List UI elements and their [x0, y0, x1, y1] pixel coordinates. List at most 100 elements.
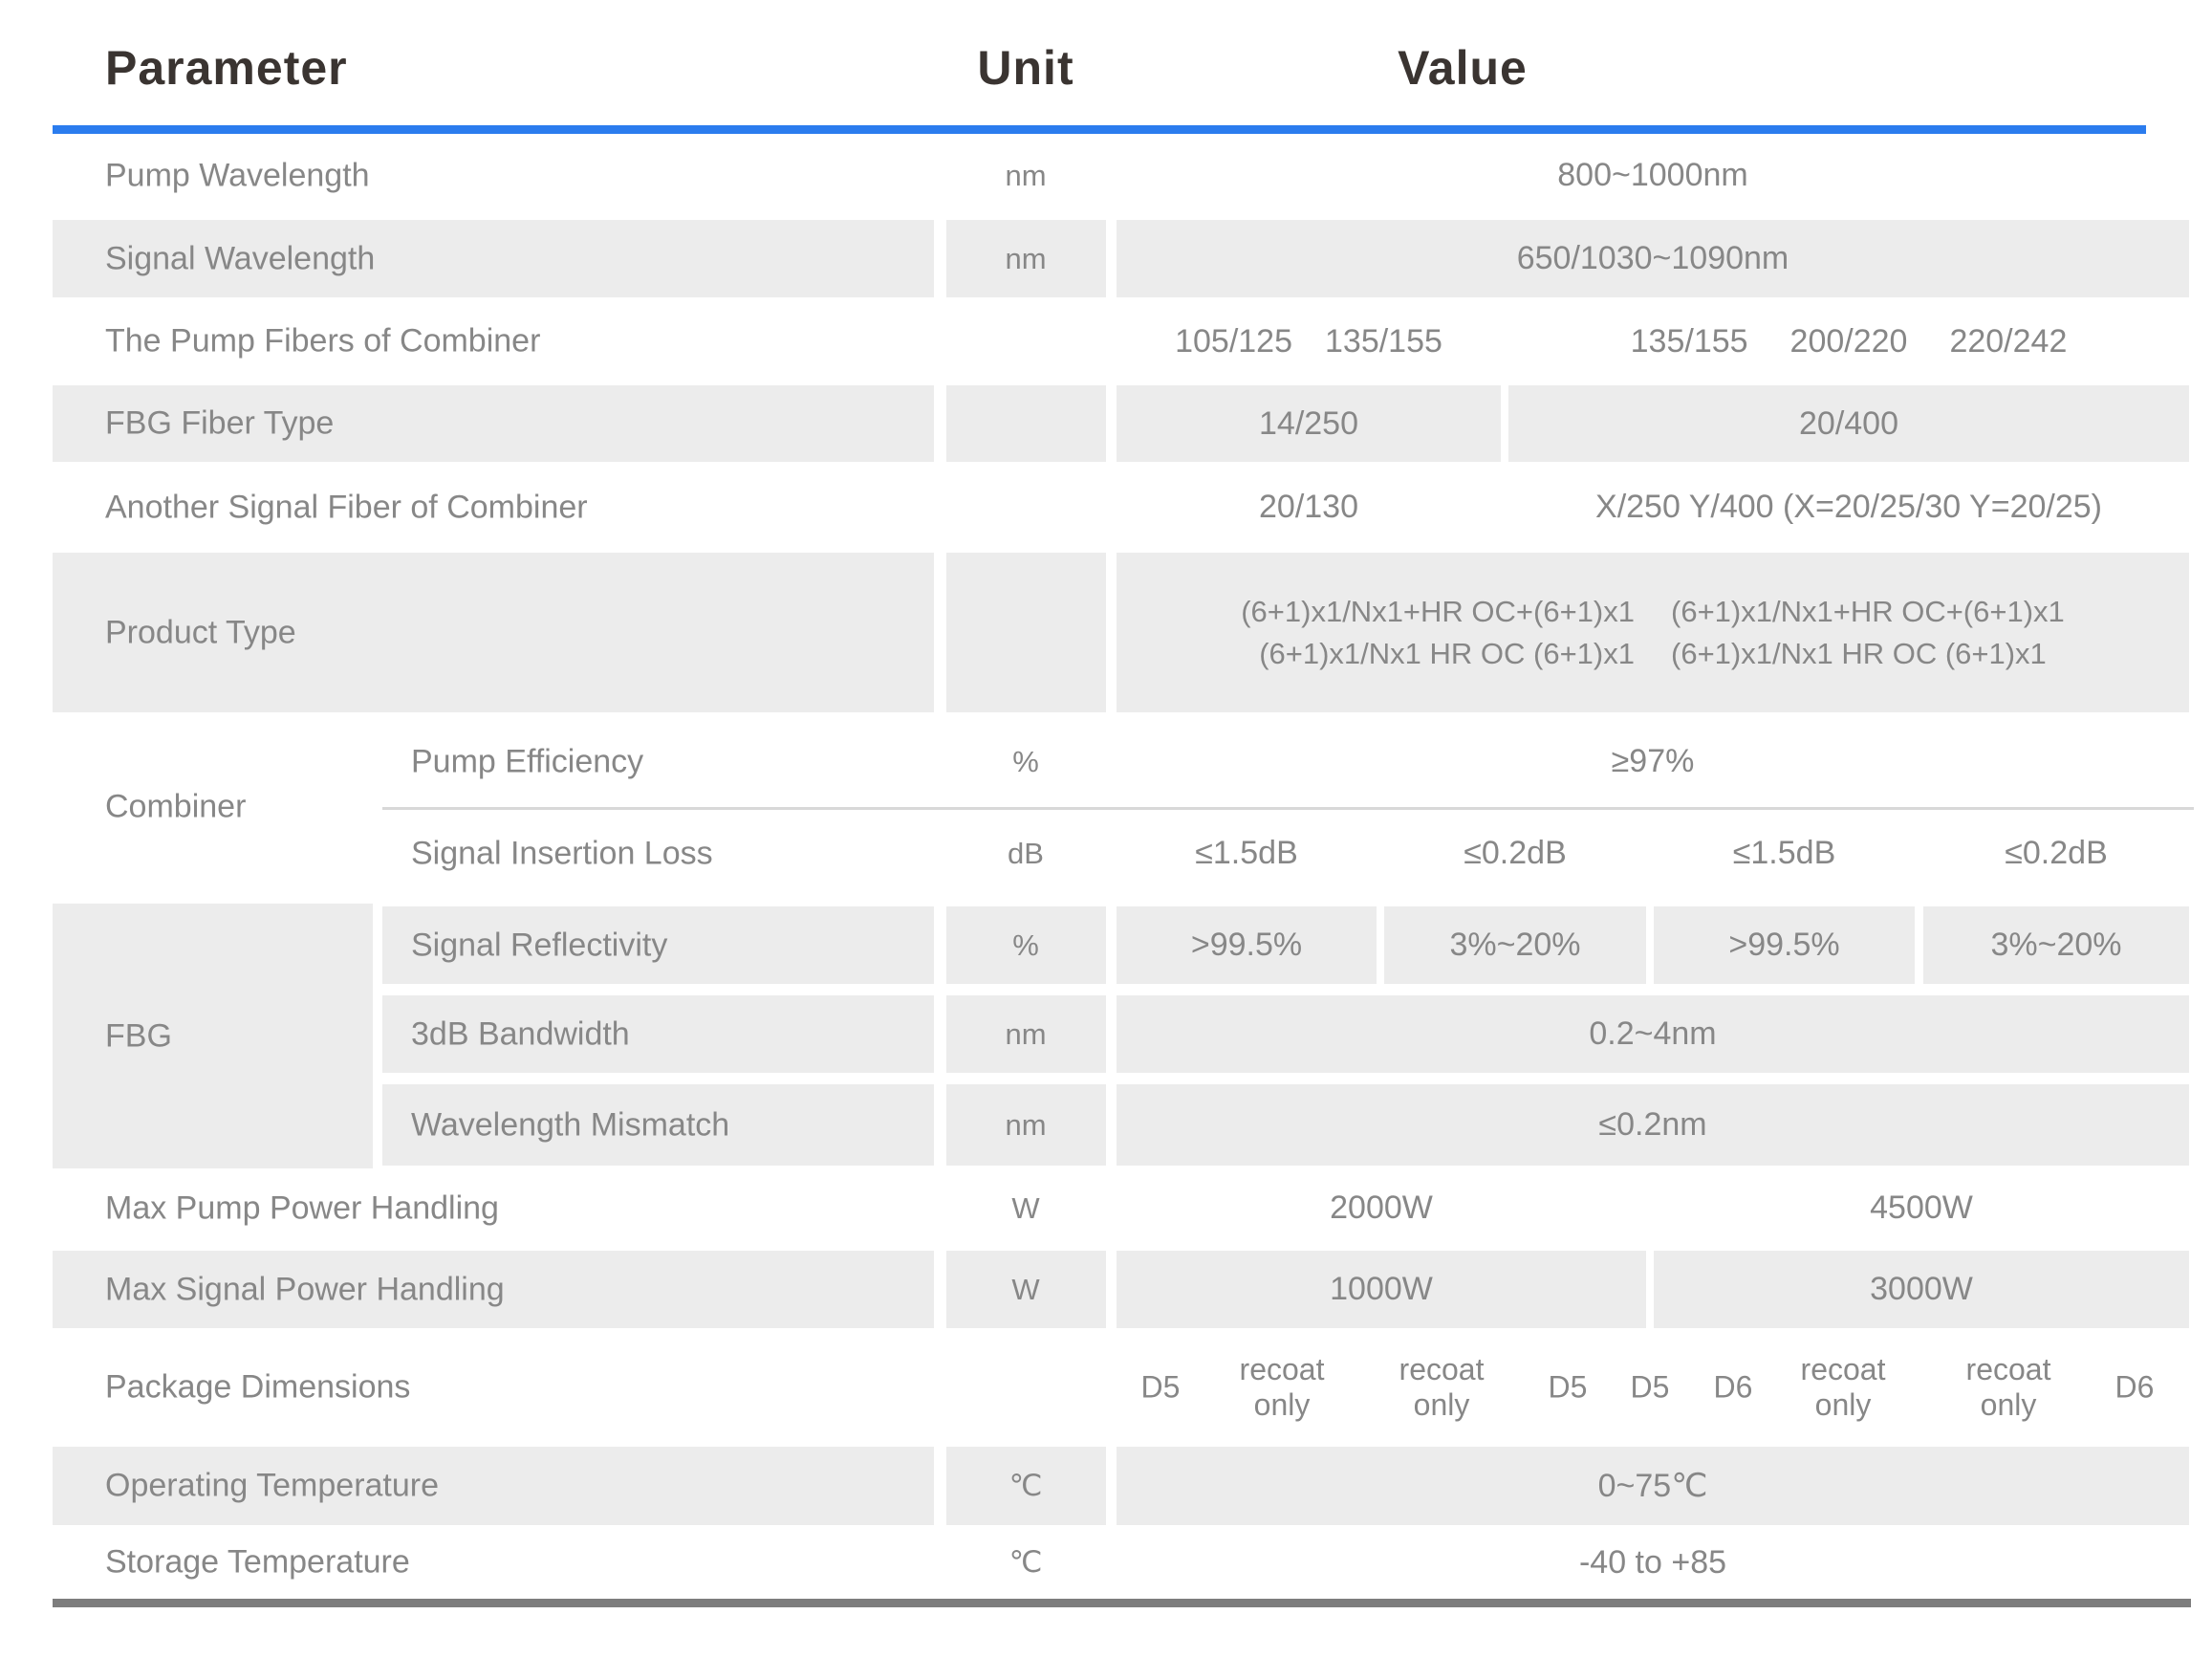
value-cell: >99.5%	[1654, 904, 1915, 987]
value-cell: 0~75℃	[1117, 1444, 2189, 1528]
value-text: 200/220	[1789, 322, 1908, 360]
value-cell: ≤0.2dB	[1923, 808, 2189, 899]
unit-label: W	[1011, 1190, 1040, 1225]
header-accent-line	[53, 125, 2146, 134]
value-cell: ≤0.2nm	[1117, 1081, 2189, 1168]
value-text: 135/155	[1630, 322, 1748, 360]
param-label: Another Signal Fiber of Combiner	[105, 489, 588, 525]
value-token: D5	[1630, 1369, 1670, 1405]
unit-label: ℃	[1008, 1545, 1043, 1579]
unit-label: dB	[1008, 836, 1044, 870]
value-cell: 650/1030~1090nm	[1117, 217, 2189, 300]
param-label: Signal Wavelength	[105, 240, 376, 276]
unit-cell	[946, 1084, 1106, 1166]
param-cell	[53, 553, 934, 712]
value-text: ≥97%	[1611, 743, 1695, 779]
value-cell: 3%~20%	[1384, 904, 1646, 987]
value-cell: ≤1.5dB	[1117, 808, 1377, 899]
value-cell: 3000W	[1654, 1248, 2189, 1331]
value-text: -40 to +85	[1578, 1543, 1727, 1581]
value-text: 220/242	[1949, 322, 2068, 360]
value-token: D5	[1548, 1369, 1588, 1405]
value-bg-cell	[1117, 385, 1501, 462]
value-text: ≤0.2dB	[2005, 835, 2108, 871]
value-text: ≤1.5dB	[1732, 835, 1836, 871]
group-column-cell	[53, 904, 373, 1168]
param-cell	[53, 1251, 934, 1328]
unit-cell	[946, 906, 1106, 984]
value-token-group: 105/125 135/155	[1175, 323, 1442, 360]
unit-cell	[946, 385, 1106, 462]
value-text: (6+1)x1/Nx1+HR OC+(6+1)x1	[1241, 594, 1635, 628]
value-bg-cell	[1117, 220, 2189, 297]
value-line: (6+1)x1/Nx1+HR OC+(6+1)x1 (6+1)x1/Nx1+HR …	[1241, 595, 2065, 629]
value-token: D5	[1140, 1369, 1181, 1405]
param-label: Signal Insertion Loss	[411, 835, 713, 871]
column-header-value: Value	[1398, 41, 1528, 95]
value-bg-cell	[1923, 906, 2189, 984]
value-token: recoat only	[1399, 1352, 1485, 1422]
param-label: Product Type	[105, 614, 296, 650]
column-header-unit: Unit	[977, 41, 1074, 95]
unit-cell	[946, 1251, 1106, 1328]
unit-cell	[946, 1447, 1106, 1525]
value-token: recoat only	[1965, 1352, 2051, 1422]
value-bg-cell	[1117, 1084, 2189, 1166]
value-cell: 0.2~4nm	[1117, 993, 2189, 1076]
value-text: 1000W	[1330, 1271, 1433, 1307]
unit-label: W	[1011, 1272, 1040, 1306]
value-text: 0~75℃	[1597, 1468, 1708, 1504]
value-cell: 800~1000nm	[1117, 134, 2189, 217]
value-text: 20/400	[1799, 404, 1898, 442]
value-cell: 4500W	[1654, 1168, 2189, 1248]
value-bg-cell	[1117, 1447, 2189, 1525]
value-cell: 20/130	[1117, 465, 1501, 550]
value-cell: ≥97%	[1117, 715, 2189, 808]
param-label: Pump Wavelength	[105, 157, 370, 193]
value-cell: 105/125 135/155	[1117, 300, 1501, 382]
param-cell	[53, 385, 934, 462]
value-text: ≤1.5dB	[1195, 835, 1298, 871]
unit-cell	[946, 995, 1106, 1073]
unit-cell	[946, 553, 1106, 712]
value-cell: ≤0.2dB	[1384, 808, 1646, 899]
value-text: >99.5%	[1190, 927, 1303, 963]
param-cell	[382, 995, 934, 1073]
param-label: Max Signal Power Handling	[105, 1271, 505, 1307]
value-bg-cell	[1117, 1251, 1646, 1328]
value-text: 0.2~4nm	[1589, 1015, 1717, 1052]
value-text: (6+1)x1/Nx1 HR OC (6+1)x1	[1259, 636, 1635, 670]
group-label-fbg: FBG	[105, 1017, 172, 1054]
table-bottom-rule	[53, 1599, 2191, 1607]
unit-label: %	[1012, 927, 1039, 962]
param-cell	[382, 1084, 934, 1166]
param-label: FBG Fiber Type	[105, 404, 335, 442]
param-label: Max Pump Power Handling	[105, 1189, 499, 1226]
value-cell: >99.5%	[1117, 904, 1377, 987]
value-line: (6+1)x1/Nx1 HR OC (6+1)x1 (6+1)x1/Nx1 HR …	[1259, 637, 2047, 671]
group-label-combiner: Combiner	[105, 788, 247, 825]
value-token: D6	[1713, 1369, 1753, 1405]
value-cell: 3%~20%	[1923, 904, 2189, 987]
value-cell: 2000W	[1117, 1168, 1646, 1248]
param-label: Pump Efficiency	[411, 743, 644, 779]
param-cell	[53, 1447, 934, 1525]
value-cell: ≤1.5dB	[1654, 808, 1915, 899]
value-text: 4500W	[1870, 1189, 1973, 1226]
value-cell: 135/155 200/220 220/242	[1508, 300, 2189, 382]
unit-label: %	[1012, 744, 1039, 778]
value-text: 20/130	[1259, 489, 1358, 525]
value-text: 135/155	[1325, 322, 1442, 360]
value-token: D6	[2114, 1369, 2155, 1405]
value-text: 2000W	[1330, 1189, 1433, 1226]
value-cell: 1000W	[1117, 1248, 1646, 1331]
value-text: 3%~20%	[1990, 927, 2122, 963]
param-label: The Pump Fibers of Combiner	[105, 322, 541, 360]
value-token: recoat only	[1800, 1352, 1886, 1422]
unit-label: nm	[1005, 158, 1047, 192]
param-label: Wavelength Mismatch	[411, 1106, 730, 1143]
value-bg-cell	[1384, 906, 1646, 984]
unit-label: nm	[1005, 1107, 1047, 1142]
value-bg-cell	[1654, 906, 1915, 984]
